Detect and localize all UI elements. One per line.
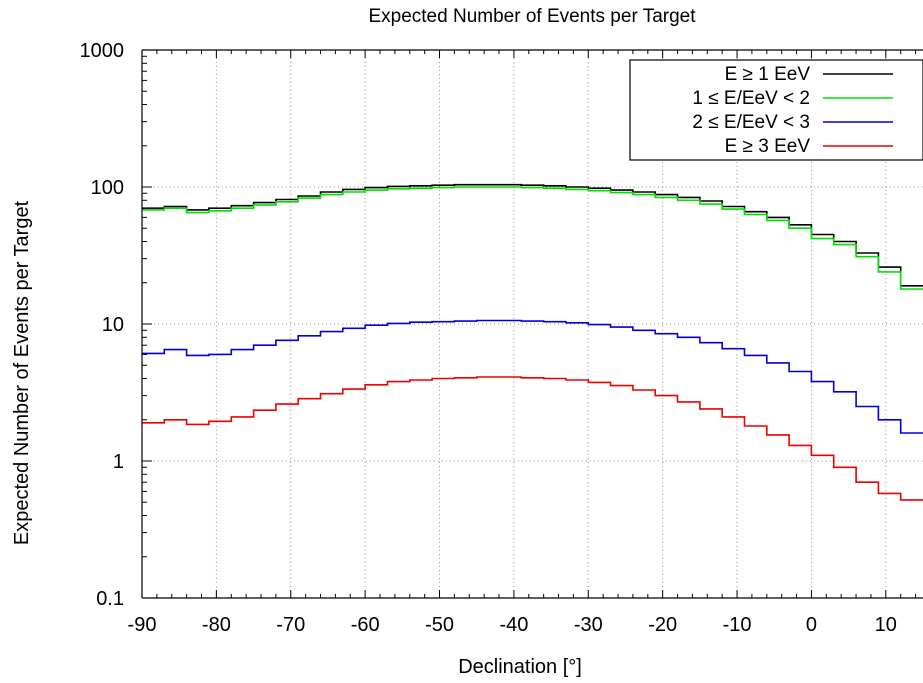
legend: E ≥ 1 EeV 1 ≤ E/EeV < 2 2 ≤ E/EeV < 3 E ≥ 3… <box>629 59 923 161</box>
legend-label: E ≥ 3 EeV <box>725 136 811 157</box>
x-tick-label: 10 <box>875 614 897 636</box>
x-tick-label: -80 <box>202 614 231 636</box>
legend-label: 2 ≤ E/EeV < 3 <box>692 112 810 133</box>
x-tick-label: -50 <box>425 614 454 636</box>
legend-box <box>629 59 923 161</box>
series-layer <box>142 183 923 501</box>
y-tick-label: 0.1 <box>96 588 124 610</box>
x-tick-label: 0 <box>806 614 817 636</box>
axis-ticks: -90 -80 -70 -60 -50 -40 -30 -20 -10 0 10 0.1 1 10 100 1… <box>80 40 917 636</box>
y-axis-label: Expected Number of Events per Target <box>11 200 33 545</box>
x-tick-label: -90 <box>128 614 157 636</box>
series-line-2 <box>142 186 923 290</box>
grid-lines <box>142 50 923 598</box>
x-tick-label: -70 <box>276 614 305 636</box>
x-axis-label: Declination [°] <box>458 656 582 678</box>
x-tick-label: -10 <box>723 614 752 636</box>
y-tick-label: 10 <box>102 314 124 336</box>
series-line-3 <box>142 319 923 434</box>
legend-label: E ≥ 1 EeV <box>725 64 811 85</box>
x-tick-label: -60 <box>351 614 380 636</box>
x-tick-label: -40 <box>499 614 528 636</box>
y-tick-label: 100 <box>91 177 124 199</box>
series-line-4 <box>142 376 923 501</box>
x-tick-label: -30 <box>574 614 603 636</box>
legend-label: 1 ≤ E/EeV < 2 <box>692 88 810 109</box>
chart-title: Expected Number of Events per Target <box>368 6 696 27</box>
x-tick-label: -20 <box>648 614 677 636</box>
y-tick-label: 1 <box>113 451 124 473</box>
y-tick-label: 1000 <box>80 40 125 62</box>
